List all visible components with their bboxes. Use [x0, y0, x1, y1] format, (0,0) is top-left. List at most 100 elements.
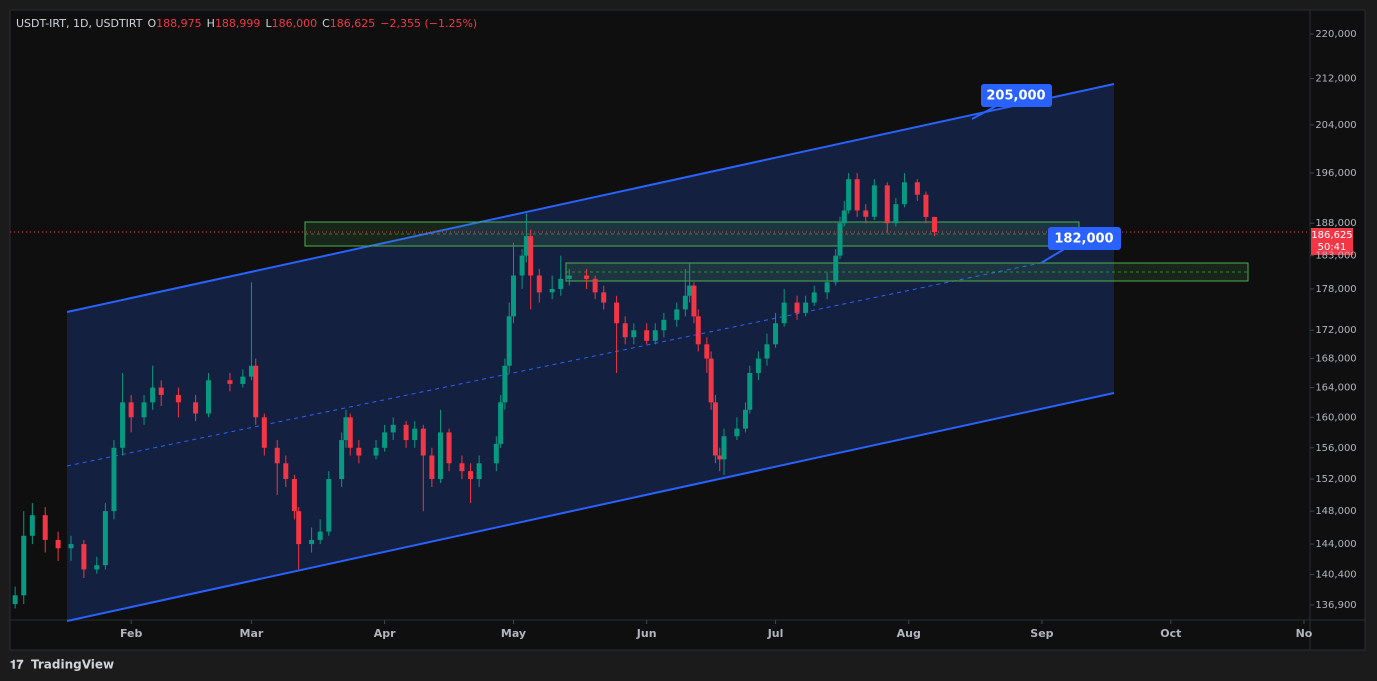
candle-body [536, 275, 542, 293]
candle-body [94, 565, 100, 570]
candle-body [102, 511, 108, 566]
candle-body [205, 380, 211, 414]
ohlc-key: O [147, 17, 157, 30]
callout-label: 182,000 [1054, 232, 1113, 247]
ohlc-key: C [322, 17, 330, 30]
y-tick-label: 168,000 [1315, 354, 1356, 365]
candle-body [712, 402, 718, 456]
candle-body [309, 539, 315, 545]
candle-body [863, 210, 869, 217]
y-tick-label: 212,000 [1315, 74, 1356, 85]
y-tick-label: 152,000 [1315, 474, 1356, 485]
candle-body [128, 402, 134, 418]
change: −2,355 (−1.25%) [380, 17, 478, 30]
candle-body [261, 417, 267, 448]
price-tag [1311, 228, 1353, 255]
candle-body [511, 275, 517, 317]
candle-body [158, 387, 164, 395]
candle-body [932, 216, 938, 233]
x-tick-label: No [1296, 627, 1313, 640]
candle-body [291, 479, 297, 512]
candle-body [811, 292, 817, 303]
x-tick-label: May [501, 627, 526, 640]
y-tick-label: 140,400 [1315, 570, 1356, 581]
candle-body [356, 447, 362, 456]
candle-body [403, 424, 409, 441]
candle-body [55, 539, 61, 549]
brand-logo: 𝟏𝟕 [10, 658, 24, 672]
candle-body [773, 323, 779, 345]
ohlc-key: H [206, 17, 215, 30]
price-tag-timer: 50:41 [1318, 242, 1347, 253]
ohlc-value: 186,000 [271, 17, 318, 30]
candle-body [240, 376, 246, 384]
candle-body [871, 185, 877, 217]
candle-body [644, 330, 650, 341]
candle-body [506, 316, 512, 366]
candle-body [755, 358, 761, 373]
y-tick-label: 220,000 [1315, 29, 1356, 40]
candle-body [150, 387, 156, 403]
candle-body [734, 428, 740, 437]
y-tick-label: 183,000 [1315, 251, 1356, 262]
candle-body [81, 544, 87, 570]
candle-body [708, 358, 714, 403]
candle-body [498, 402, 504, 444]
candle-body [652, 330, 658, 341]
candle-body [429, 455, 435, 480]
candle-body [661, 319, 667, 331]
y-tick-label: 160,000 [1315, 412, 1356, 423]
callout-box [981, 84, 1052, 107]
x-tick-label: Feb [120, 627, 143, 640]
candle-body [837, 223, 843, 256]
x-tick-label: Jul [767, 627, 784, 640]
candle-body [631, 330, 637, 338]
candle-body [283, 463, 289, 480]
candle-body [253, 365, 259, 418]
candle-body [343, 417, 349, 441]
candle-body [437, 432, 443, 480]
x-tick-label: Jun [636, 627, 657, 640]
candle-body [68, 544, 74, 549]
candle-body [248, 365, 254, 377]
ohlc-value: 186,625 [329, 17, 376, 30]
candle-body [854, 179, 860, 211]
candle-body [704, 344, 710, 359]
candle-body [833, 255, 839, 283]
candle-body [549, 288, 555, 293]
candle-body [523, 236, 529, 256]
candle-body [111, 447, 117, 512]
chart-frame [9, 9, 1366, 651]
channel-bottom [66, 392, 1115, 622]
y-tick-label: 144,000 [1315, 539, 1356, 550]
candle-body [446, 432, 452, 464]
candle-body [42, 515, 48, 540]
candle-body [390, 424, 396, 433]
candle-body [764, 344, 770, 359]
candle-body [502, 365, 508, 403]
y-tick-label: 156,000 [1315, 443, 1356, 454]
candle-body [717, 455, 723, 460]
y-tick-label: 136,900 [1315, 600, 1356, 611]
candle-body [923, 194, 929, 217]
candle-body [558, 278, 564, 289]
candle-body [317, 531, 323, 540]
candle-body [687, 285, 693, 296]
x-tick-label: Apr [374, 627, 396, 640]
candle-body [493, 443, 499, 464]
y-tick-label: 204,000 [1315, 120, 1356, 131]
y-tick-label: 148,000 [1315, 506, 1356, 517]
candle-body [339, 440, 345, 480]
candle-body [274, 447, 280, 464]
candle-body [846, 179, 852, 211]
candle-body [794, 302, 800, 313]
candle-body [459, 463, 465, 472]
candle-body [227, 380, 233, 384]
y-tick-label: 196,000 [1315, 168, 1356, 179]
candle-body [382, 432, 388, 448]
candle-body [12, 595, 18, 605]
candle-body [674, 309, 680, 320]
candle-body [721, 436, 727, 460]
candle-body [893, 204, 899, 224]
